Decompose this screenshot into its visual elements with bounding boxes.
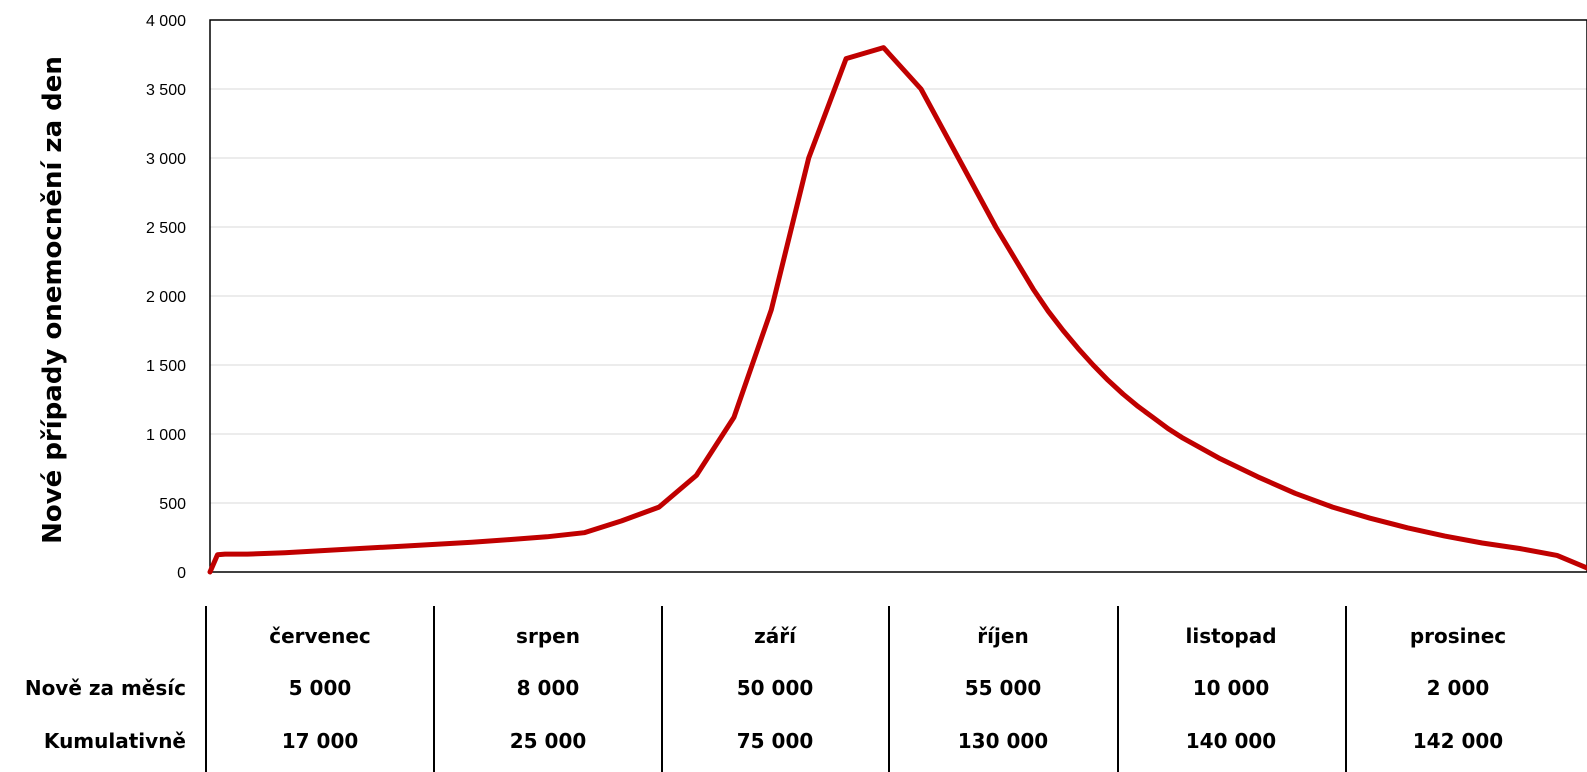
- month-header: červenec: [269, 624, 371, 648]
- table-cell: 2 000: [1426, 676, 1490, 700]
- y-tick-label: 4 000: [146, 13, 186, 30]
- y-axis-label: Nové případy onemocnění za den: [38, 56, 68, 544]
- table-cell: 75 000: [736, 729, 814, 753]
- y-tick-label: 0: [177, 565, 186, 582]
- table-cell: 142 000: [1412, 729, 1504, 753]
- grid-lines: [210, 88, 1587, 504]
- month-header: říjen: [977, 624, 1029, 648]
- month-header: srpen: [516, 624, 580, 648]
- table-divider: [205, 606, 207, 772]
- series-line: [207, 45, 1587, 575]
- table-divider: [661, 606, 663, 772]
- y-tick-label: 2 500: [146, 220, 186, 237]
- table-divider: [1345, 606, 1347, 772]
- table-cell: 25 000: [509, 729, 587, 753]
- table-divider: [433, 606, 435, 772]
- row-label: Nově za měsíc: [24, 676, 186, 700]
- table-cell: 17 000: [281, 729, 359, 753]
- table-cell: 55 000: [964, 676, 1042, 700]
- y-axis-ticks: 0 500 1 000 1 500 2 000 2 500 3 000 3 500 4 000: [146, 13, 186, 582]
- y-tick-label: 1 000: [146, 427, 186, 444]
- table-cell: 5 000: [288, 676, 352, 700]
- table-cell: 10 000: [1192, 676, 1270, 700]
- y-tick-label: 500: [159, 496, 186, 513]
- plot-area-border: [209, 19, 1587, 573]
- table-cell: 130 000: [957, 729, 1049, 753]
- table-divider: [1117, 606, 1119, 772]
- month-header: listopad: [1185, 624, 1277, 648]
- row-label: Kumulativně: [43, 729, 186, 753]
- table-divider: [888, 606, 890, 772]
- y-tick-label: 3 500: [146, 82, 186, 99]
- y-tick-label: 2 000: [146, 289, 186, 306]
- table-cell: 140 000: [1185, 729, 1277, 753]
- y-tick-label: 1 500: [146, 358, 186, 375]
- month-header: prosinec: [1409, 624, 1507, 648]
- data-table: červenec srpen září říjen listopad prosinec No…: [0, 600, 1587, 772]
- table-cell: 50 000: [736, 676, 814, 700]
- y-tick-label: 3 000: [146, 151, 186, 168]
- table-cell: 8 000: [516, 676, 580, 700]
- month-header: září: [754, 624, 796, 648]
